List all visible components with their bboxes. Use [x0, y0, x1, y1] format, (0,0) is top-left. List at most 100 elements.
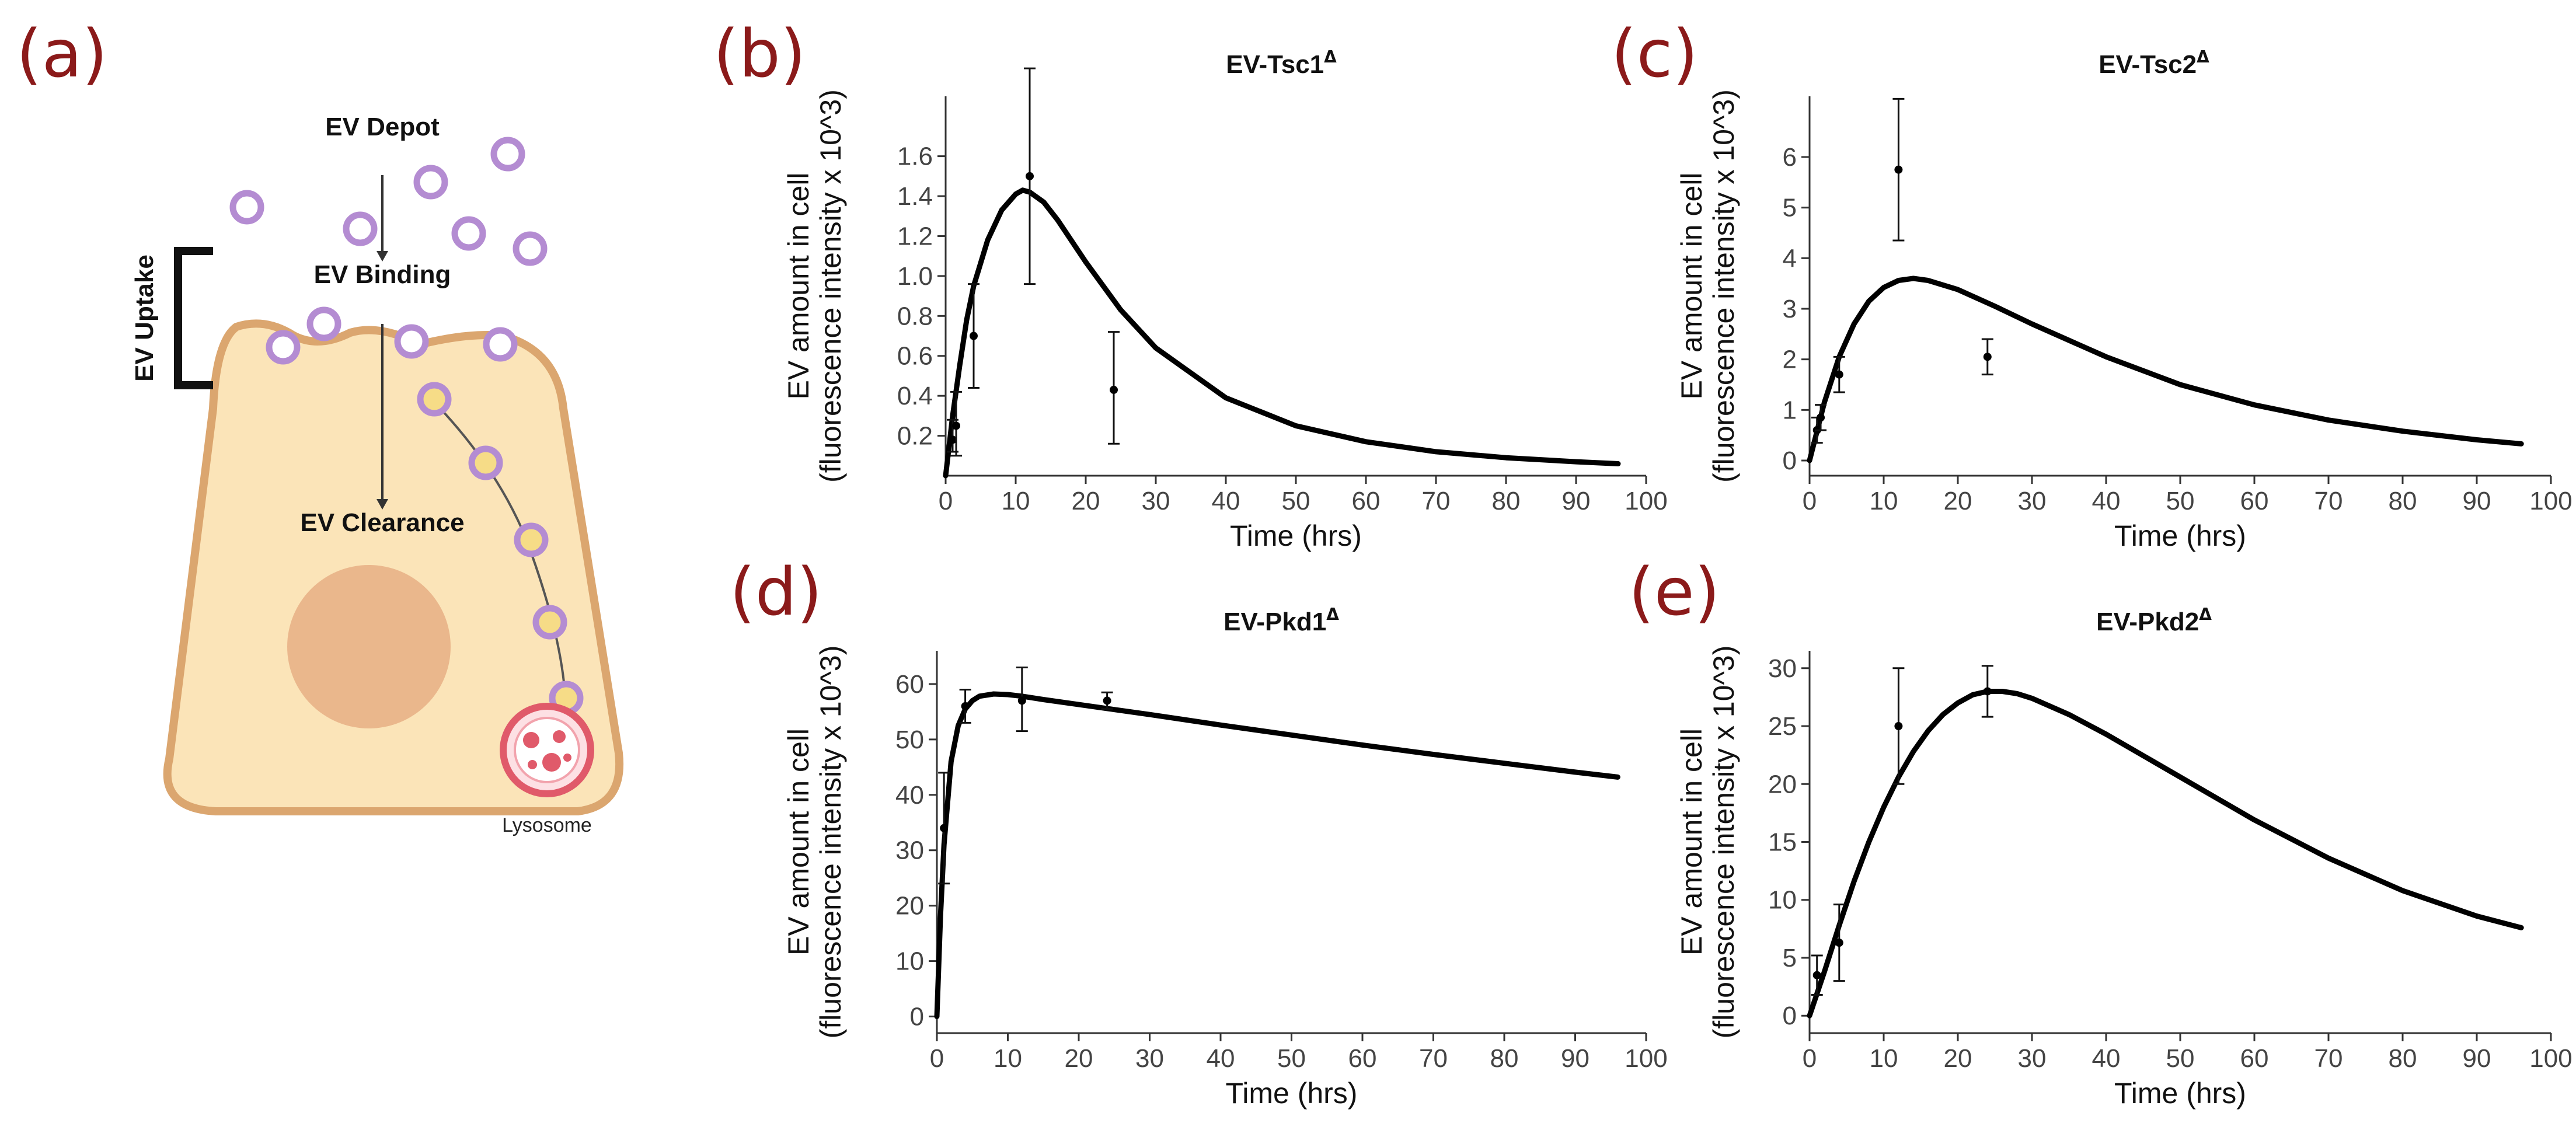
data-point	[1983, 687, 1992, 696]
x-tick-label: 70	[2314, 487, 2343, 515]
data-point	[1894, 722, 1903, 731]
y-tick-label: 0	[1783, 447, 1797, 475]
x-tick-label: 0	[1803, 487, 1817, 515]
data-point	[1894, 165, 1903, 174]
label-ev-uptake: EV Uptake	[130, 254, 159, 382]
y-tick-label: 1.0	[897, 262, 933, 291]
panel-label-a: (a)	[16, 16, 108, 92]
model-curve	[1807, 689, 2524, 1019]
data-point	[940, 824, 949, 832]
x-tick-label: 50	[2166, 1044, 2195, 1073]
y-tick-label: 1	[1783, 396, 1797, 424]
ev-uptake-diagram: EV Depot EV Binding EV Clearance EV Upta…	[130, 113, 624, 836]
x-tick-label: 40	[1207, 1044, 1235, 1073]
internalized-evs	[417, 382, 584, 716]
x-tick-label: 0	[1803, 1044, 1817, 1073]
y-tick-label: 0.8	[897, 302, 933, 330]
x-axis-title: Time (hrs)	[2114, 519, 2246, 552]
panel-label-b: (b)	[713, 16, 806, 92]
data-point	[1835, 370, 1843, 379]
y-axis-subtitle: (fluorescence intensity x 10^3)	[814, 89, 847, 483]
data-point	[961, 702, 970, 710]
ev-vesicles	[229, 137, 548, 365]
x-tick-label: 70	[2314, 1044, 2343, 1073]
x-tick-label: 20	[1072, 487, 1100, 515]
y-tick-label: 60	[895, 670, 924, 699]
data-point	[1026, 172, 1034, 180]
x-tick-label: 80	[2389, 1044, 2417, 1073]
y-axis-title: EV amount in cell	[1675, 728, 1708, 955]
x-tick-label: 20	[1065, 1044, 1093, 1073]
x-tick-label: 30	[1142, 487, 1170, 515]
x-tick-label: 60	[2240, 487, 2269, 515]
x-tick-label: 100	[2529, 487, 2572, 515]
x-tick-label: 10	[1002, 487, 1030, 515]
panel-label-d: (d)	[730, 554, 822, 630]
x-tick-label: 100	[1625, 487, 1667, 515]
lysosome-icon	[500, 703, 594, 797]
chart-title: EV-Tsc2Δ	[2099, 47, 2209, 79]
x-axis-title: Time (hrs)	[1226, 1077, 1358, 1110]
y-tick-label: 0	[910, 1003, 924, 1031]
x-tick-label: 0	[939, 487, 953, 515]
x-tick-label: 100	[2529, 1044, 2572, 1073]
y-axis-title: EV amount in cell	[782, 172, 815, 399]
model-curve	[1807, 275, 2524, 463]
y-axis-title: EV amount in cell	[1675, 172, 1708, 399]
x-tick-label: 20	[1944, 1044, 1972, 1073]
x-tick-label: 40	[2092, 1044, 2121, 1073]
x-tick-label: 60	[1348, 1044, 1377, 1073]
x-tick-label: 10	[994, 1044, 1022, 1073]
y-tick-label: 1.6	[897, 142, 933, 171]
label-ev-depot: EV Depot	[325, 113, 440, 141]
x-tick-label: 50	[1277, 1044, 1306, 1073]
chart-title: EV-Pkd2Δ	[2096, 605, 2212, 636]
nucleus	[287, 565, 451, 728]
x-tick-label: 90	[2463, 1044, 2491, 1073]
x-tick-label: 80	[1492, 487, 1521, 515]
y-axis-subtitle: (fluorescence intensity x 10^3)	[1707, 89, 1740, 483]
y-tick-label: 1.2	[897, 222, 933, 250]
y-tick-label: 6	[1783, 143, 1797, 172]
x-tick-label: 100	[1625, 1044, 1667, 1073]
y-tick-label: 10	[895, 947, 924, 976]
x-tick-label: 90	[1561, 1044, 1589, 1073]
title-superscript: Δ	[1326, 605, 1339, 624]
label-ev-clearance: EV Clearance	[300, 508, 464, 537]
y-tick-label: 15	[1768, 828, 1797, 857]
x-tick-label: 50	[1282, 487, 1310, 515]
x-tick-label: 90	[2463, 487, 2491, 515]
x-tick-label: 40	[2092, 487, 2121, 515]
x-tick-label: 40	[1212, 487, 1240, 515]
y-tick-label: 30	[1768, 654, 1797, 683]
data-point	[1017, 696, 1026, 705]
data-point	[1812, 971, 1821, 979]
data-point	[1835, 939, 1843, 947]
x-tick-label: 30	[2018, 1044, 2047, 1073]
panel-label-e: (e)	[1629, 554, 1720, 630]
y-tick-label: 25	[1768, 712, 1797, 741]
x-tick-label: 20	[1944, 487, 1972, 515]
y-tick-label: 20	[1768, 770, 1797, 798]
x-tick-label: 60	[2240, 1044, 2269, 1073]
x-tick-label: 80	[1490, 1044, 1519, 1073]
x-tick-label: 70	[1419, 1044, 1448, 1073]
y-tick-label: 50	[895, 726, 924, 754]
label-ev-binding: EV Binding	[314, 260, 451, 289]
y-tick-label: 2	[1783, 346, 1797, 374]
x-tick-label: 50	[2166, 487, 2195, 515]
y-tick-label: 1.4	[897, 182, 933, 211]
x-tick-label: 30	[2018, 487, 2047, 515]
y-tick-label: 10	[1768, 886, 1797, 915]
x-tick-label: 30	[1135, 1044, 1164, 1073]
data-point	[1983, 353, 1992, 361]
title-superscript: Δ	[2199, 605, 2212, 624]
x-tick-label: 0	[930, 1044, 944, 1073]
chart-title: EV-Pkd1Δ	[1223, 605, 1339, 636]
y-tick-label: 5	[1783, 944, 1797, 972]
title-superscript: Δ	[1324, 47, 1337, 67]
y-tick-label: 0	[1783, 1002, 1797, 1030]
